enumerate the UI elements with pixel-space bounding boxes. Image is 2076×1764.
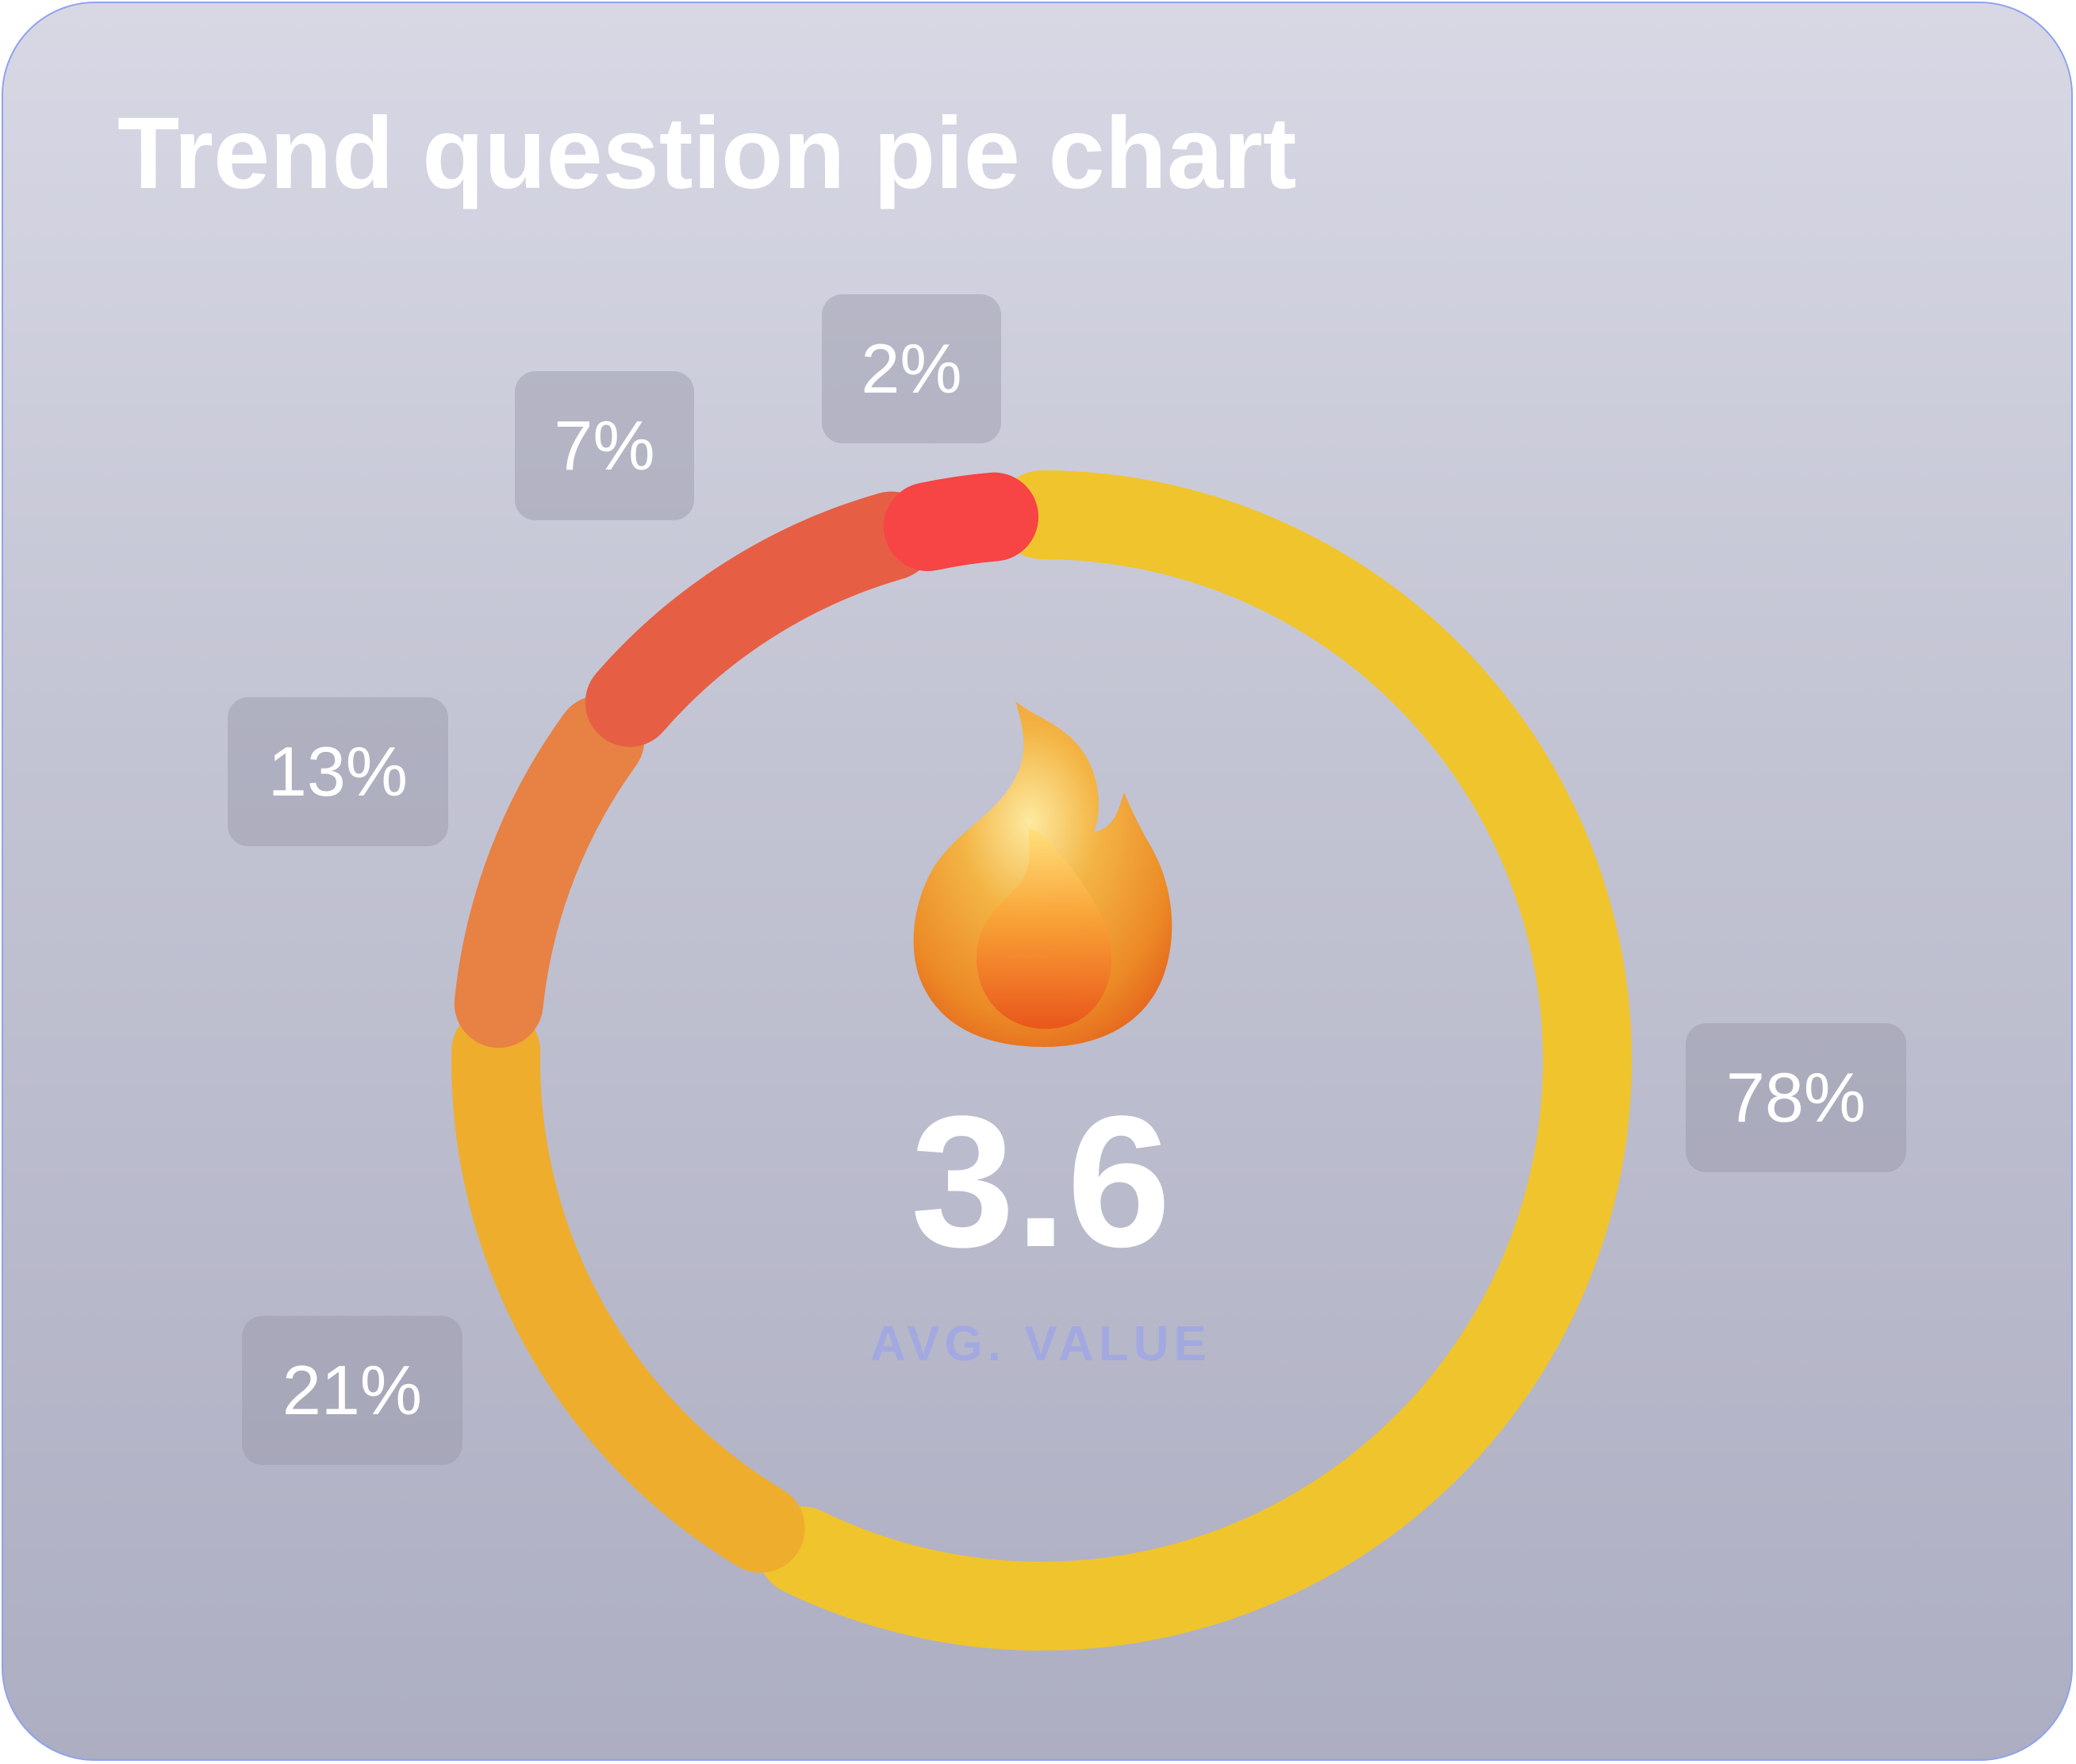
average-label: AVG. VALUE (870, 1317, 1211, 1371)
slice-label-13: 13% (228, 697, 448, 846)
slice-arc-21 (451, 1006, 805, 1573)
slice-label-2: 2% (822, 294, 1001, 443)
slice-arc-2 (883, 472, 1039, 572)
slice-label-7: 7% (515, 371, 694, 520)
chart-title: Trend question pie chart (117, 97, 1297, 210)
donut-slices (451, 470, 1632, 1651)
average-value: 3.6 (910, 1077, 1172, 1287)
donut-chart (451, 470, 1632, 1651)
slice-label-21: 21% (242, 1316, 462, 1465)
slice-label-78: 78% (1686, 1023, 1906, 1172)
slice-arc-7 (585, 491, 936, 747)
slice-arc-13 (454, 695, 645, 1049)
slice-arc-78 (758, 470, 1632, 1651)
fire-icon (913, 701, 1172, 1047)
